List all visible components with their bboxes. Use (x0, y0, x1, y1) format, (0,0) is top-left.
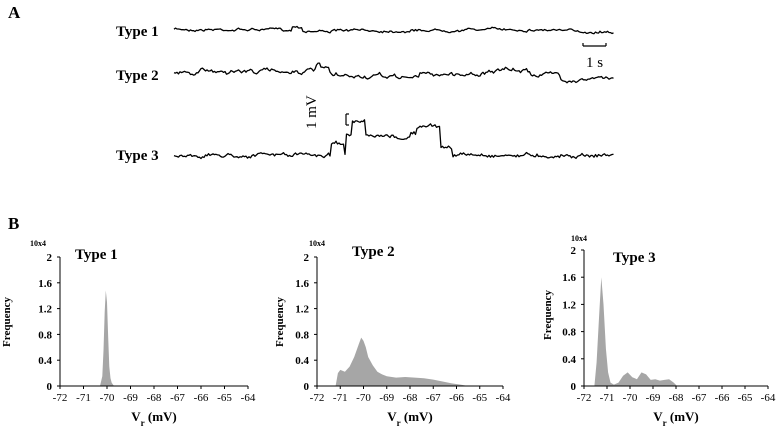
x-tick-label: -66 (715, 392, 730, 404)
x-tick-label: -72 (577, 392, 592, 404)
y-tick-label: 0 (304, 381, 310, 393)
y-tick-label: 1.6 (295, 278, 309, 290)
x-tick-label: -71 (333, 392, 348, 404)
histogram-title: Type 3 (613, 250, 656, 266)
y-tick-label: 2 (47, 252, 53, 264)
x-tick-label: -65 (472, 392, 487, 404)
x-tick-label: -65 (217, 392, 232, 404)
y-multiplier: 10x4 (309, 239, 325, 248)
y-tick-label: 2 (304, 252, 310, 264)
y-tick-label: 2 (571, 245, 577, 257)
x-tick-label: -69 (379, 392, 394, 404)
y-multiplier: 10x4 (571, 234, 587, 243)
x-axis-label: Vr (mV) (387, 409, 433, 428)
y-tick-label: 0.8 (295, 329, 309, 341)
x-tick-label: -68 (669, 392, 684, 404)
x-tick-label: -71 (600, 392, 615, 404)
y-tick-label: 1.2 (562, 299, 576, 311)
y-tick-label: 1.2 (38, 304, 52, 316)
panel-a-label: A (8, 3, 21, 22)
panel-b-label: B (8, 214, 19, 233)
y-multiplier: 10x4 (30, 239, 46, 248)
x-tick-label: -70 (356, 392, 371, 404)
y-axis-label: Frequency (1, 297, 13, 347)
histogram-area (100, 290, 114, 386)
x-tick-label: -67 (692, 392, 707, 404)
x-tick-label: -71 (76, 392, 91, 404)
voltage-scale-label: 1 mV (304, 95, 320, 129)
histogram-type-1: -72 -71 -70 -69 -68 -67 -66 -65 -64 0 0.4 0.8 1.2 1.6… (1, 239, 256, 428)
y-tick-label: 0.8 (38, 329, 52, 341)
voltage-scale-bar (345, 113, 349, 126)
x-tick-label: -67 (170, 392, 185, 404)
y-tick-label: 0.4 (295, 355, 309, 367)
y-tick-label: 0 (571, 381, 577, 393)
x-tick-label: -66 (194, 392, 209, 404)
x-tick-label: -64 (496, 392, 511, 404)
x-tick-label: -69 (646, 392, 661, 404)
x-tick-label: -72 (53, 392, 68, 404)
histogram-title: Type 1 (75, 247, 118, 263)
x-tick-label: -64 (241, 392, 256, 404)
x-axis-label: Vr (mV) (653, 409, 699, 428)
x-tick-label: -70 (100, 392, 115, 404)
trace-type-2 (173, 62, 614, 84)
x-tick-label: -64 (761, 392, 776, 404)
x-tick-label: -68 (403, 392, 418, 404)
histogram-type-2: -72 -71 -70 -69 -68 -67 -66 -65 -64 0 0.4 0.8 1.2 1.6… (274, 239, 511, 428)
y-tick-label: 0.4 (562, 354, 576, 366)
histogram-type-3: -72 -71 -70 -69 -68 -67 -66 -65 -64 0 0.4 0.8 1.2 1.6… (542, 234, 776, 428)
x-tick-label: -68 (147, 392, 162, 404)
x-tick-label: -72 (310, 392, 325, 404)
trace-type-1 (173, 25, 614, 35)
y-axis-label: Frequency (274, 297, 286, 347)
trace-label-type-3: Type 3 (116, 148, 159, 164)
y-axis-label: Frequency (542, 290, 554, 340)
time-scale-label: 1 s (586, 55, 603, 71)
time-scale-bar (582, 43, 607, 47)
x-tick-label: -69 (123, 392, 138, 404)
y-tick-label: 0.4 (38, 355, 52, 367)
trace-type-3 (173, 119, 614, 160)
histogram-area (594, 277, 678, 386)
trace-label-type-2: Type 2 (116, 68, 159, 84)
y-tick-label: 1.6 (562, 272, 576, 284)
histogram-title: Type 2 (352, 244, 395, 260)
histogram-area (335, 337, 469, 386)
y-tick-label: 0.8 (562, 327, 576, 339)
x-tick-label: -66 (449, 392, 464, 404)
x-tick-label: -65 (738, 392, 753, 404)
x-tick-label: -67 (426, 392, 441, 404)
y-tick-label: 0 (47, 381, 53, 393)
trace-label-type-1: Type 1 (116, 24, 159, 40)
x-axis-label: Vr (mV) (131, 409, 177, 428)
y-tick-label: 1.6 (38, 278, 52, 290)
y-tick-label: 1.2 (295, 304, 309, 316)
x-tick-label: -70 (623, 392, 638, 404)
